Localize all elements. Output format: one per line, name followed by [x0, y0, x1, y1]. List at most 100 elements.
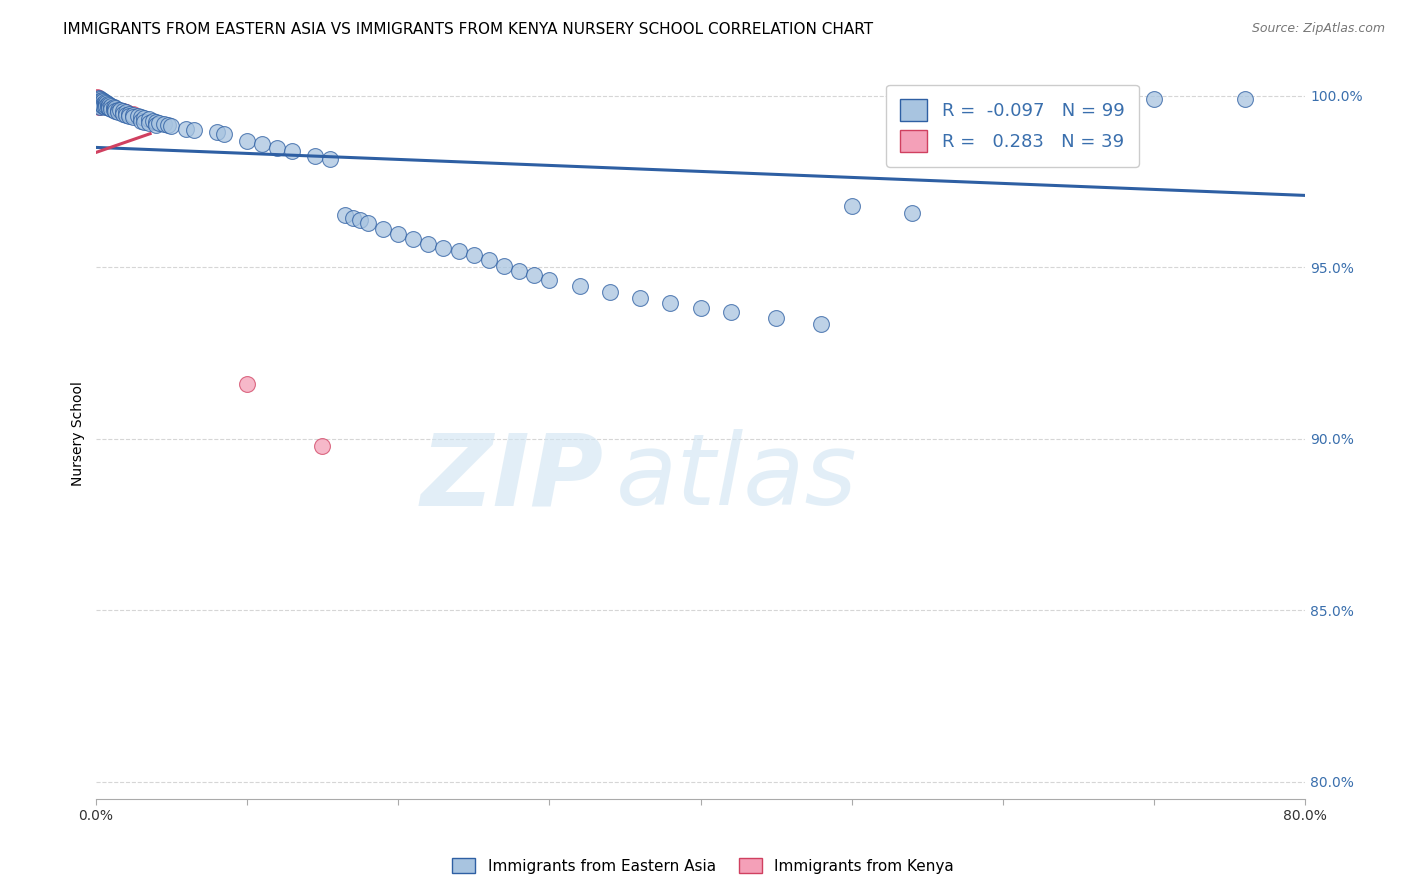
- Point: [87, 90, 110, 104]
- Point: [157, 118, 180, 132]
- Point: [1143, 92, 1166, 106]
- Point: [659, 296, 682, 310]
- Point: [104, 104, 127, 119]
- Point: [991, 92, 1014, 106]
- Point: [118, 109, 141, 123]
- Point: [97, 100, 120, 114]
- Point: [447, 244, 470, 258]
- Point: [538, 273, 561, 287]
- Point: [86, 92, 108, 106]
- Point: [138, 116, 160, 130]
- Point: [492, 259, 515, 273]
- Point: [100, 101, 122, 115]
- Point: [1233, 92, 1256, 106]
- Point: [87, 97, 110, 112]
- Point: [107, 105, 129, 120]
- Point: [87, 95, 110, 109]
- Point: [810, 317, 832, 331]
- Legend: R =  -0.097   N = 99, R =   0.283   N = 39: R = -0.097 N = 99, R = 0.283 N = 39: [886, 85, 1139, 167]
- Point: [122, 108, 145, 122]
- Point: [333, 208, 356, 222]
- Point: [841, 199, 863, 213]
- Point: [387, 227, 409, 241]
- Point: [720, 305, 742, 319]
- Point: [402, 232, 425, 246]
- Point: [87, 95, 110, 109]
- Point: [236, 134, 259, 148]
- Point: [127, 109, 149, 123]
- Point: [176, 121, 198, 136]
- Point: [508, 264, 530, 278]
- Point: [1067, 92, 1090, 106]
- Point: [93, 96, 115, 111]
- Point: [90, 97, 112, 112]
- Point: [418, 237, 440, 252]
- Point: [104, 101, 127, 115]
- Text: atlas: atlas: [616, 429, 858, 526]
- Point: [122, 107, 145, 121]
- Point: [568, 279, 591, 293]
- Point: [87, 96, 110, 111]
- Point: [765, 311, 787, 326]
- Point: [87, 92, 110, 106]
- Point: [89, 100, 111, 114]
- Point: [96, 95, 118, 110]
- Point: [115, 105, 138, 120]
- Point: [342, 211, 364, 225]
- Point: [90, 94, 112, 108]
- Point: [87, 100, 110, 114]
- Point: [86, 97, 108, 112]
- Point: [86, 92, 108, 106]
- Point: [89, 94, 111, 108]
- Point: [236, 377, 259, 392]
- Point: [86, 92, 108, 106]
- Point: [357, 216, 380, 230]
- Point: [87, 93, 110, 107]
- Point: [86, 94, 108, 108]
- Point: [129, 113, 152, 128]
- Point: [103, 102, 125, 116]
- Point: [311, 439, 333, 453]
- Point: [108, 103, 131, 118]
- Point: [87, 93, 110, 107]
- Point: [107, 103, 129, 118]
- Text: Source: ZipAtlas.com: Source: ZipAtlas.com: [1251, 22, 1385, 36]
- Point: [89, 96, 111, 111]
- Point: [281, 144, 304, 158]
- Point: [689, 301, 711, 315]
- Point: [463, 248, 485, 262]
- Point: [97, 96, 120, 111]
- Point: [86, 97, 108, 112]
- Point: [115, 105, 138, 120]
- Point: [523, 268, 546, 282]
- Point: [91, 96, 114, 111]
- Point: [89, 92, 111, 106]
- Point: [205, 125, 228, 139]
- Point: [86, 93, 108, 107]
- Point: [250, 136, 273, 151]
- Point: [90, 95, 112, 109]
- Point: [100, 102, 122, 116]
- Point: [90, 93, 112, 107]
- Point: [91, 96, 114, 111]
- Point: [148, 116, 170, 130]
- Point: [87, 96, 110, 111]
- Point: [142, 113, 165, 128]
- Point: [91, 99, 114, 113]
- Point: [152, 117, 174, 131]
- Point: [118, 107, 141, 121]
- Point: [89, 93, 111, 107]
- Point: [89, 97, 111, 112]
- Point: [96, 98, 118, 112]
- Point: [86, 96, 108, 111]
- Point: [86, 95, 108, 109]
- Point: [183, 123, 205, 137]
- Point: [132, 112, 155, 126]
- Point: [432, 241, 454, 255]
- Text: ZIP: ZIP: [420, 429, 603, 526]
- Point: [478, 252, 501, 267]
- Point: [98, 101, 121, 115]
- Point: [98, 97, 121, 112]
- Point: [160, 119, 183, 133]
- Point: [111, 104, 134, 119]
